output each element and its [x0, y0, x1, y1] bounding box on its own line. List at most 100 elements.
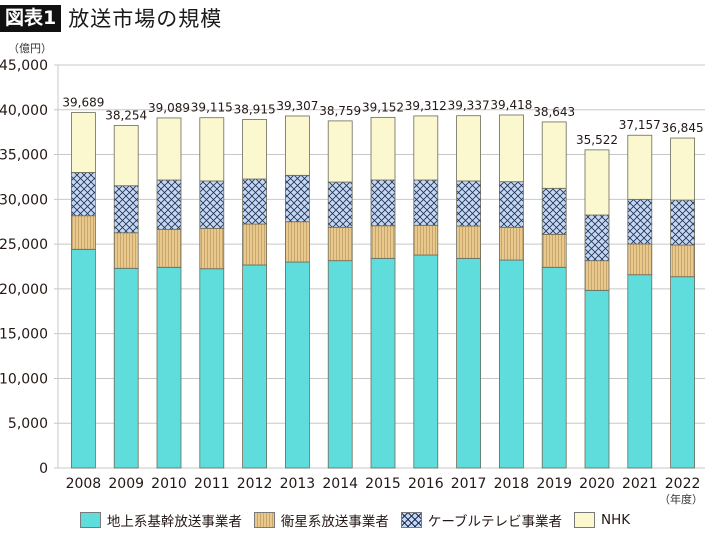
total-label-2022: 36,845 — [662, 121, 704, 135]
x-tick-label-2022: 2022 — [665, 476, 701, 492]
bar-segment-nhk-2011 — [199, 117, 225, 182]
x-tick-label-2013: 2013 — [280, 476, 316, 492]
legend-label-cable: ケーブルテレビ事業者 — [427, 514, 563, 530]
bar-segment-satellite-2012 — [242, 223, 268, 266]
bar-segment-nhk-2013 — [284, 115, 310, 176]
legend-swatch-cable — [400, 512, 422, 528]
legend-swatch-nhk — [574, 512, 596, 528]
legend-item-nhk: NHK — [574, 512, 630, 528]
bar-segment-terrestrial-2012 — [242, 264, 268, 469]
y-tick-label: 15,000 — [0, 327, 48, 343]
bar-segment-satellite-2014 — [327, 226, 353, 262]
bar-segment-satellite-2022 — [670, 244, 695, 278]
bar-segment-satellite-2008 — [71, 215, 96, 250]
bar-segment-satellite-2011 — [199, 227, 225, 270]
y-tick-label: 5,000 — [8, 416, 48, 432]
x-tick-label-2019: 2019 — [536, 476, 572, 492]
bar-segment-terrestrial-2011 — [199, 268, 225, 469]
y-axis-unit-label: （億円） — [8, 42, 52, 55]
bar-segment-terrestrial-2013 — [284, 261, 310, 469]
bar-segment-satellite-2019 — [541, 233, 567, 268]
bar-segment-terrestrial-2009 — [113, 267, 139, 469]
bar-segment-nhk-2009 — [113, 125, 139, 187]
bar-segment-cable-2015 — [370, 179, 396, 227]
bar-segment-nhk-2017 — [456, 115, 482, 182]
bar-segment-nhk-2015 — [370, 116, 396, 181]
bar-segment-nhk-2008 — [71, 112, 96, 173]
bar-segment-nhk-2018 — [498, 114, 524, 183]
total-label-2009: 38,254 — [105, 108, 147, 122]
bar-segment-cable-2009 — [113, 185, 139, 234]
x-tick-label-2017: 2017 — [451, 476, 487, 492]
x-axis: 2008 2009 2010 2011 2012 2013 2014 2015 2016 2017… — [66, 476, 701, 492]
bars — [71, 112, 695, 469]
bar-segment-cable-2013 — [284, 174, 310, 223]
bar-segment-satellite-2013 — [284, 221, 310, 263]
bar-segment-satellite-2016 — [413, 224, 439, 256]
legend-label-terrestrial: 地上系基幹放送事業者 — [106, 514, 242, 530]
total-label-2017: 39,337 — [448, 99, 490, 113]
total-label-2012: 38,915 — [234, 102, 276, 116]
total-label-2016: 39,312 — [405, 99, 447, 113]
x-tick-label-2008: 2008 — [66, 476, 102, 492]
bar-segment-cable-2008 — [71, 172, 96, 217]
bar-segment-cable-2012 — [242, 178, 268, 225]
bar-segment-cable-2016 — [413, 179, 439, 226]
legend-label-satellite: 衛星系放送事業者 — [280, 514, 389, 530]
total-label-2019: 38,643 — [533, 105, 575, 119]
bar-segment-satellite-2021 — [627, 243, 653, 276]
legend-label-nhk: NHK — [601, 512, 631, 528]
bar-segment-nhk-2020 — [584, 149, 610, 216]
legend-item-satellite: 衛星系放送事業者 — [253, 510, 389, 530]
bar-segment-satellite-2020 — [584, 260, 610, 291]
bar-segment-cable-2017 — [456, 180, 482, 227]
x-tick-label-2020: 2020 — [579, 476, 615, 492]
total-label-2011: 39,115 — [191, 101, 233, 115]
y-tick-label: 20,000 — [0, 282, 48, 298]
bar-segment-terrestrial-2014 — [327, 260, 353, 469]
bar-segment-terrestrial-2021 — [627, 274, 653, 469]
bar-segment-terrestrial-2019 — [541, 266, 567, 469]
bar-segment-cable-2020 — [584, 214, 610, 262]
legend-item-terrestrial: 地上系基幹放送事業者 — [79, 510, 242, 530]
y-tick-label: 10,000 — [0, 371, 48, 387]
bar-segment-cable-2019 — [541, 187, 567, 235]
legend-swatch-satellite — [253, 512, 275, 528]
chart-title-text: 放送市場の規模 — [68, 7, 223, 31]
x-tick-label-2014: 2014 — [322, 476, 358, 492]
bar-segment-nhk-2012 — [242, 119, 268, 180]
bar-segment-terrestrial-2017 — [456, 257, 482, 469]
bar-segment-satellite-2010 — [156, 228, 182, 268]
x-tick-label-2010: 2010 — [151, 476, 187, 492]
bar-segment-satellite-2017 — [456, 225, 482, 259]
legend-swatch-terrestrial — [79, 512, 101, 528]
bar-segment-nhk-2022 — [670, 137, 695, 201]
bar-segment-terrestrial-2022 — [670, 276, 695, 469]
bar-segment-cable-2018 — [498, 181, 524, 228]
legend-item-cable: ケーブルテレビ事業者 — [400, 510, 563, 530]
total-label-2013: 39,307 — [276, 99, 318, 113]
bar-segment-nhk-2014 — [327, 120, 353, 183]
total-label-2015: 39,152 — [362, 100, 404, 114]
x-tick-label-2011: 2011 — [194, 476, 230, 492]
total-label-2020: 35,522 — [576, 133, 618, 147]
bar-segment-terrestrial-2020 — [584, 289, 610, 469]
y-tick-label: 35,000 — [0, 148, 48, 164]
bar-segment-terrestrial-2018 — [498, 259, 524, 469]
bar-segment-terrestrial-2010 — [156, 266, 182, 469]
bar-segment-satellite-2018 — [498, 226, 524, 261]
chart-title: 図表1 放送市場の規模 — [0, 4, 222, 32]
bar-segment-nhk-2021 — [627, 134, 653, 200]
bar-segment-nhk-2019 — [541, 121, 567, 189]
legend: 地上系基幹放送事業者 衛星系放送事業者 ケーブルテレビ事業者 NHK — [0, 510, 710, 530]
y-tick-label: 45,000 — [0, 58, 48, 74]
bar-segment-cable-2014 — [327, 181, 353, 228]
total-label-2010: 39,089 — [148, 101, 190, 115]
y-axis: 0 5,000 10,000 15,000 20,000 25,000 30,000 35,0… — [0, 58, 59, 477]
bar-segment-terrestrial-2008 — [71, 248, 96, 469]
total-label-2014: 38,759 — [319, 104, 361, 118]
x-tick-label-2018: 2018 — [494, 476, 530, 492]
x-axis-unit-label: （年度） — [659, 493, 703, 506]
bar-segment-terrestrial-2016 — [413, 254, 439, 469]
